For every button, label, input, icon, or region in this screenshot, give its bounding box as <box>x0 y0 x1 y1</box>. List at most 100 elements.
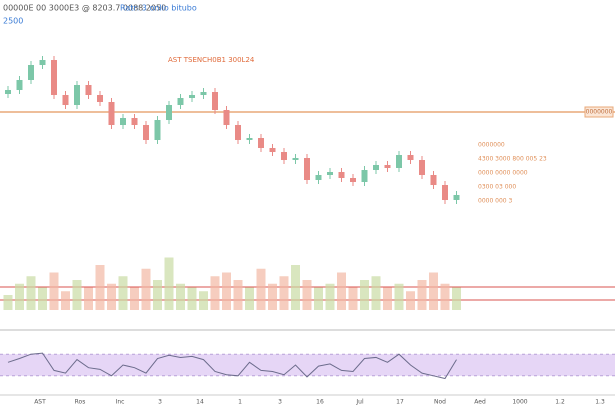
volume-bar <box>291 265 300 310</box>
candle-body <box>442 185 448 200</box>
x-tick-label: Ros <box>75 399 86 406</box>
candle-body <box>315 175 322 180</box>
volume-bar <box>429 272 438 310</box>
candle-body <box>384 165 391 168</box>
volume-bar <box>95 265 105 310</box>
candle-body <box>189 95 195 98</box>
volume-bar <box>268 283 277 310</box>
x-tick-label: 3 <box>158 399 162 406</box>
volume-bar <box>130 287 139 310</box>
candle-body <box>269 148 276 152</box>
x-tick-label: Aed <box>474 399 486 406</box>
level-label: 0000000 <box>586 109 613 116</box>
candle-body <box>396 155 402 168</box>
candle-body <box>281 152 287 160</box>
rsi-line <box>7 352 457 380</box>
symbol-line: 00000E 00 3000E3 @ 8203.7 0088.2050 <box>3 4 166 13</box>
volume-bar <box>440 283 450 310</box>
candle-body <box>16 80 23 90</box>
candle-body <box>85 85 92 95</box>
volume-bar <box>38 287 47 310</box>
candle-body <box>407 155 414 160</box>
candle-body <box>74 85 80 105</box>
candle-body <box>453 195 460 200</box>
x-tick-label: 1 <box>238 399 242 406</box>
x-tick-label: 16 <box>316 399 324 406</box>
candle-body <box>373 165 379 170</box>
volume-bar <box>245 287 254 310</box>
side-label: 0300 03 000 <box>478 184 516 191</box>
x-tick-label: 3 <box>278 399 282 406</box>
x-tick-label: Inc <box>116 399 125 406</box>
candle-body <box>235 125 241 140</box>
x-tick-label: Nod <box>434 399 446 406</box>
candle-body <box>166 105 172 120</box>
candle-body <box>28 65 34 80</box>
volume-bar <box>141 268 151 310</box>
level-box <box>584 106 614 118</box>
side-label: 0000 0000 0000 <box>478 170 528 177</box>
x-tick-label: AST <box>34 399 46 406</box>
side-label: 4300 3000 800 005 23 <box>478 156 547 163</box>
candle-body <box>5 90 11 94</box>
candle-body <box>361 170 368 182</box>
candle-body <box>430 175 437 185</box>
volume-bar <box>394 283 404 310</box>
volume-bar <box>233 280 243 310</box>
volume-bar <box>452 287 461 310</box>
candle-body <box>51 60 57 95</box>
volume-bar <box>61 291 70 310</box>
candle-body <box>327 172 333 175</box>
candle-body <box>97 95 103 102</box>
volume-bar <box>164 257 174 310</box>
volume-bar <box>383 287 392 310</box>
candle-body <box>143 125 149 140</box>
candle-body <box>177 98 184 105</box>
candle-body <box>154 120 161 140</box>
volume-bar <box>49 272 59 310</box>
volume-bar <box>210 276 220 310</box>
candle-body <box>120 118 126 125</box>
volume-bar <box>3 295 13 310</box>
x-tick-label: Jul <box>355 399 364 406</box>
volume-bar <box>176 283 185 310</box>
candle-body <box>200 92 207 95</box>
candle-body <box>258 138 264 148</box>
volume-bar <box>279 276 289 310</box>
indicator-line: Ratr: 3 onlio bitubo <box>120 4 197 13</box>
volume-bar <box>360 280 369 310</box>
volume-bar <box>107 283 116 310</box>
sub-label: 2500 <box>3 17 23 26</box>
volume-bar <box>153 280 162 310</box>
candle-body <box>223 110 230 125</box>
annotation: AST TSENCH0B1 300L24 <box>168 56 255 64</box>
candle-body <box>39 60 46 65</box>
candle-body <box>131 118 138 125</box>
volume-bar <box>256 268 266 310</box>
volume-bar <box>314 287 323 310</box>
candle-body <box>212 92 218 110</box>
volume-bar <box>15 283 24 310</box>
candle-body <box>108 102 115 125</box>
volume-bar <box>302 280 312 310</box>
volume-bar <box>84 287 93 310</box>
side-label: 0000000 <box>478 142 505 149</box>
x-tick-label: 14 <box>196 399 204 406</box>
volume-bar <box>118 276 128 310</box>
volume-bar <box>371 276 381 310</box>
volume-bar <box>199 291 208 310</box>
volume-bar <box>348 287 358 310</box>
candle-body <box>292 158 299 160</box>
volume-bar <box>26 276 36 310</box>
candle-body <box>350 178 356 182</box>
x-tick-label: 1000 <box>512 399 527 406</box>
candle-body <box>246 138 253 140</box>
x-tick-label: 1.2 <box>555 399 565 406</box>
side-label: 0000 000 3 <box>478 198 513 205</box>
candle-body <box>304 158 310 180</box>
volume-bar <box>72 280 82 310</box>
volume-bar <box>337 272 346 310</box>
x-tick-label: 17 <box>396 399 404 406</box>
